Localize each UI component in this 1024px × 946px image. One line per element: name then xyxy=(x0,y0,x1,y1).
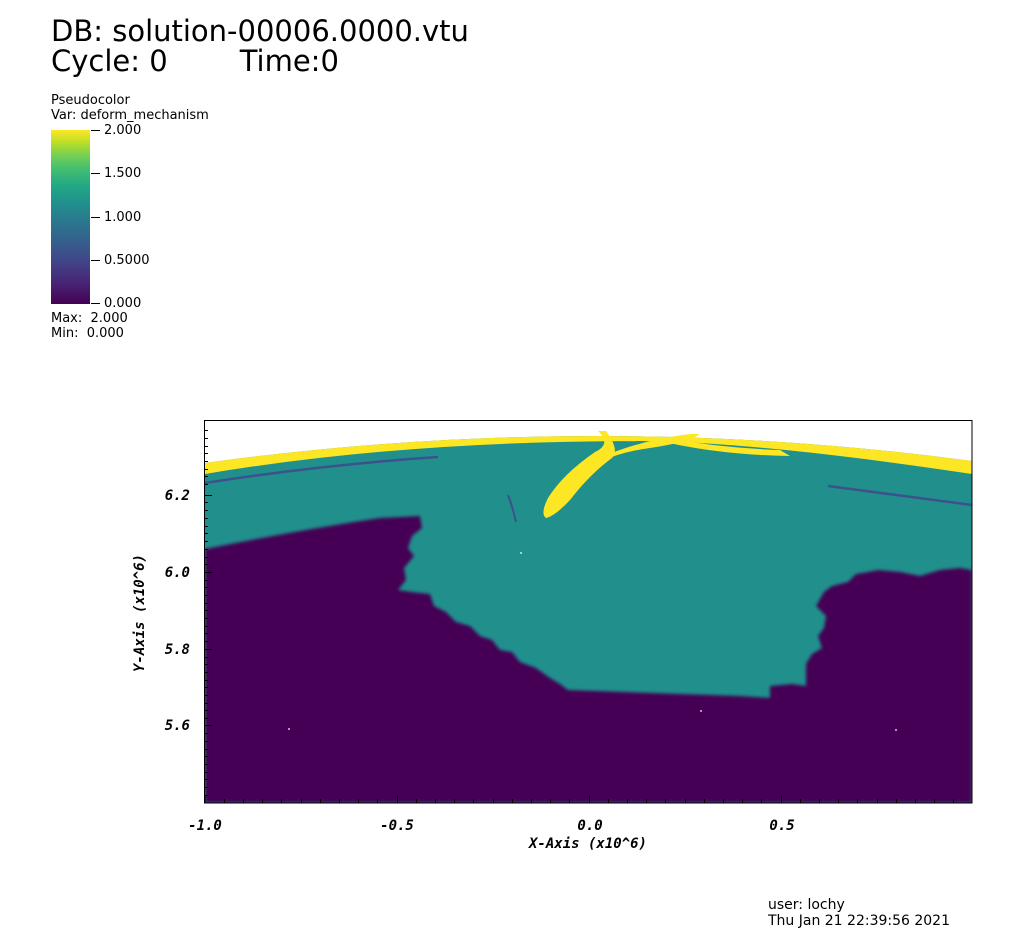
y-tick-label: 5.8 xyxy=(165,642,190,658)
boundary-layer-left xyxy=(205,455,439,485)
user-label: user: lochy xyxy=(768,897,845,913)
mesh-speck xyxy=(700,710,702,712)
x-tick-label: -1.0 xyxy=(188,818,222,834)
database-title: DB: solution-00006.0000.vtu xyxy=(51,14,469,48)
colorbar-tick xyxy=(91,173,100,174)
colorbar-tick xyxy=(91,130,100,131)
x-tick-label: -0.5 xyxy=(380,818,414,834)
colorbar-tick-label: 0.5000 xyxy=(104,253,150,268)
pseudocolor-field xyxy=(205,431,972,803)
region-value-2-surface xyxy=(205,435,972,474)
boundary-layer-right xyxy=(827,484,972,507)
region-value-2-plume xyxy=(543,431,615,518)
colorbar-tick-label: 1.500 xyxy=(104,166,142,181)
region-value-2-plume xyxy=(660,437,790,456)
colorbar-tick-label: 1.000 xyxy=(104,210,142,225)
x-tick-label: 0.0 xyxy=(577,818,602,834)
time-label: Time:0 xyxy=(239,44,339,78)
y-tick-label: 6.0 xyxy=(165,565,190,581)
plot-frame xyxy=(204,420,973,804)
y-axis-minor-ticks xyxy=(205,430,208,796)
legend-min: Min: 0.000 xyxy=(51,326,124,341)
x-axis-major-ticks xyxy=(204,796,782,803)
x-tick-label: 0.5 xyxy=(769,818,794,834)
colorbar xyxy=(51,130,90,304)
x-axis-title: X-Axis (x10^6) xyxy=(528,836,647,852)
boundary-streak xyxy=(507,494,517,523)
y-axis-major-ticks xyxy=(205,495,212,726)
mesh-speck xyxy=(520,552,522,554)
legend-max: Max: 2.000 xyxy=(51,311,128,326)
mesh-speck xyxy=(895,729,897,731)
legend-plot-type: Pseudocolor xyxy=(51,93,130,108)
colorbar-tick xyxy=(91,260,100,261)
y-axis-title: Y-Axis (x10^6) xyxy=(132,554,148,672)
colorbar-tick xyxy=(91,217,100,218)
y-tick-label: 6.2 xyxy=(165,488,190,504)
cycle-label: Cycle: 0 xyxy=(51,44,168,78)
x-axis-minor-ticks xyxy=(224,799,954,803)
colorbar-tick xyxy=(91,303,100,304)
mesh-speck xyxy=(288,728,290,730)
legend-variable: Var: deform_mechanism xyxy=(51,108,209,123)
colorbar-tick-label: 2.000 xyxy=(104,123,142,138)
region-value-0 xyxy=(205,516,972,803)
timestamp-label: Thu Jan 21 22:39:56 2021 xyxy=(768,913,950,929)
colorbar-tick-label: 0.000 xyxy=(104,296,142,311)
cycle-time-line: Cycle: 0 Time:0 xyxy=(51,44,339,78)
y-tick-label: 5.6 xyxy=(165,718,190,734)
